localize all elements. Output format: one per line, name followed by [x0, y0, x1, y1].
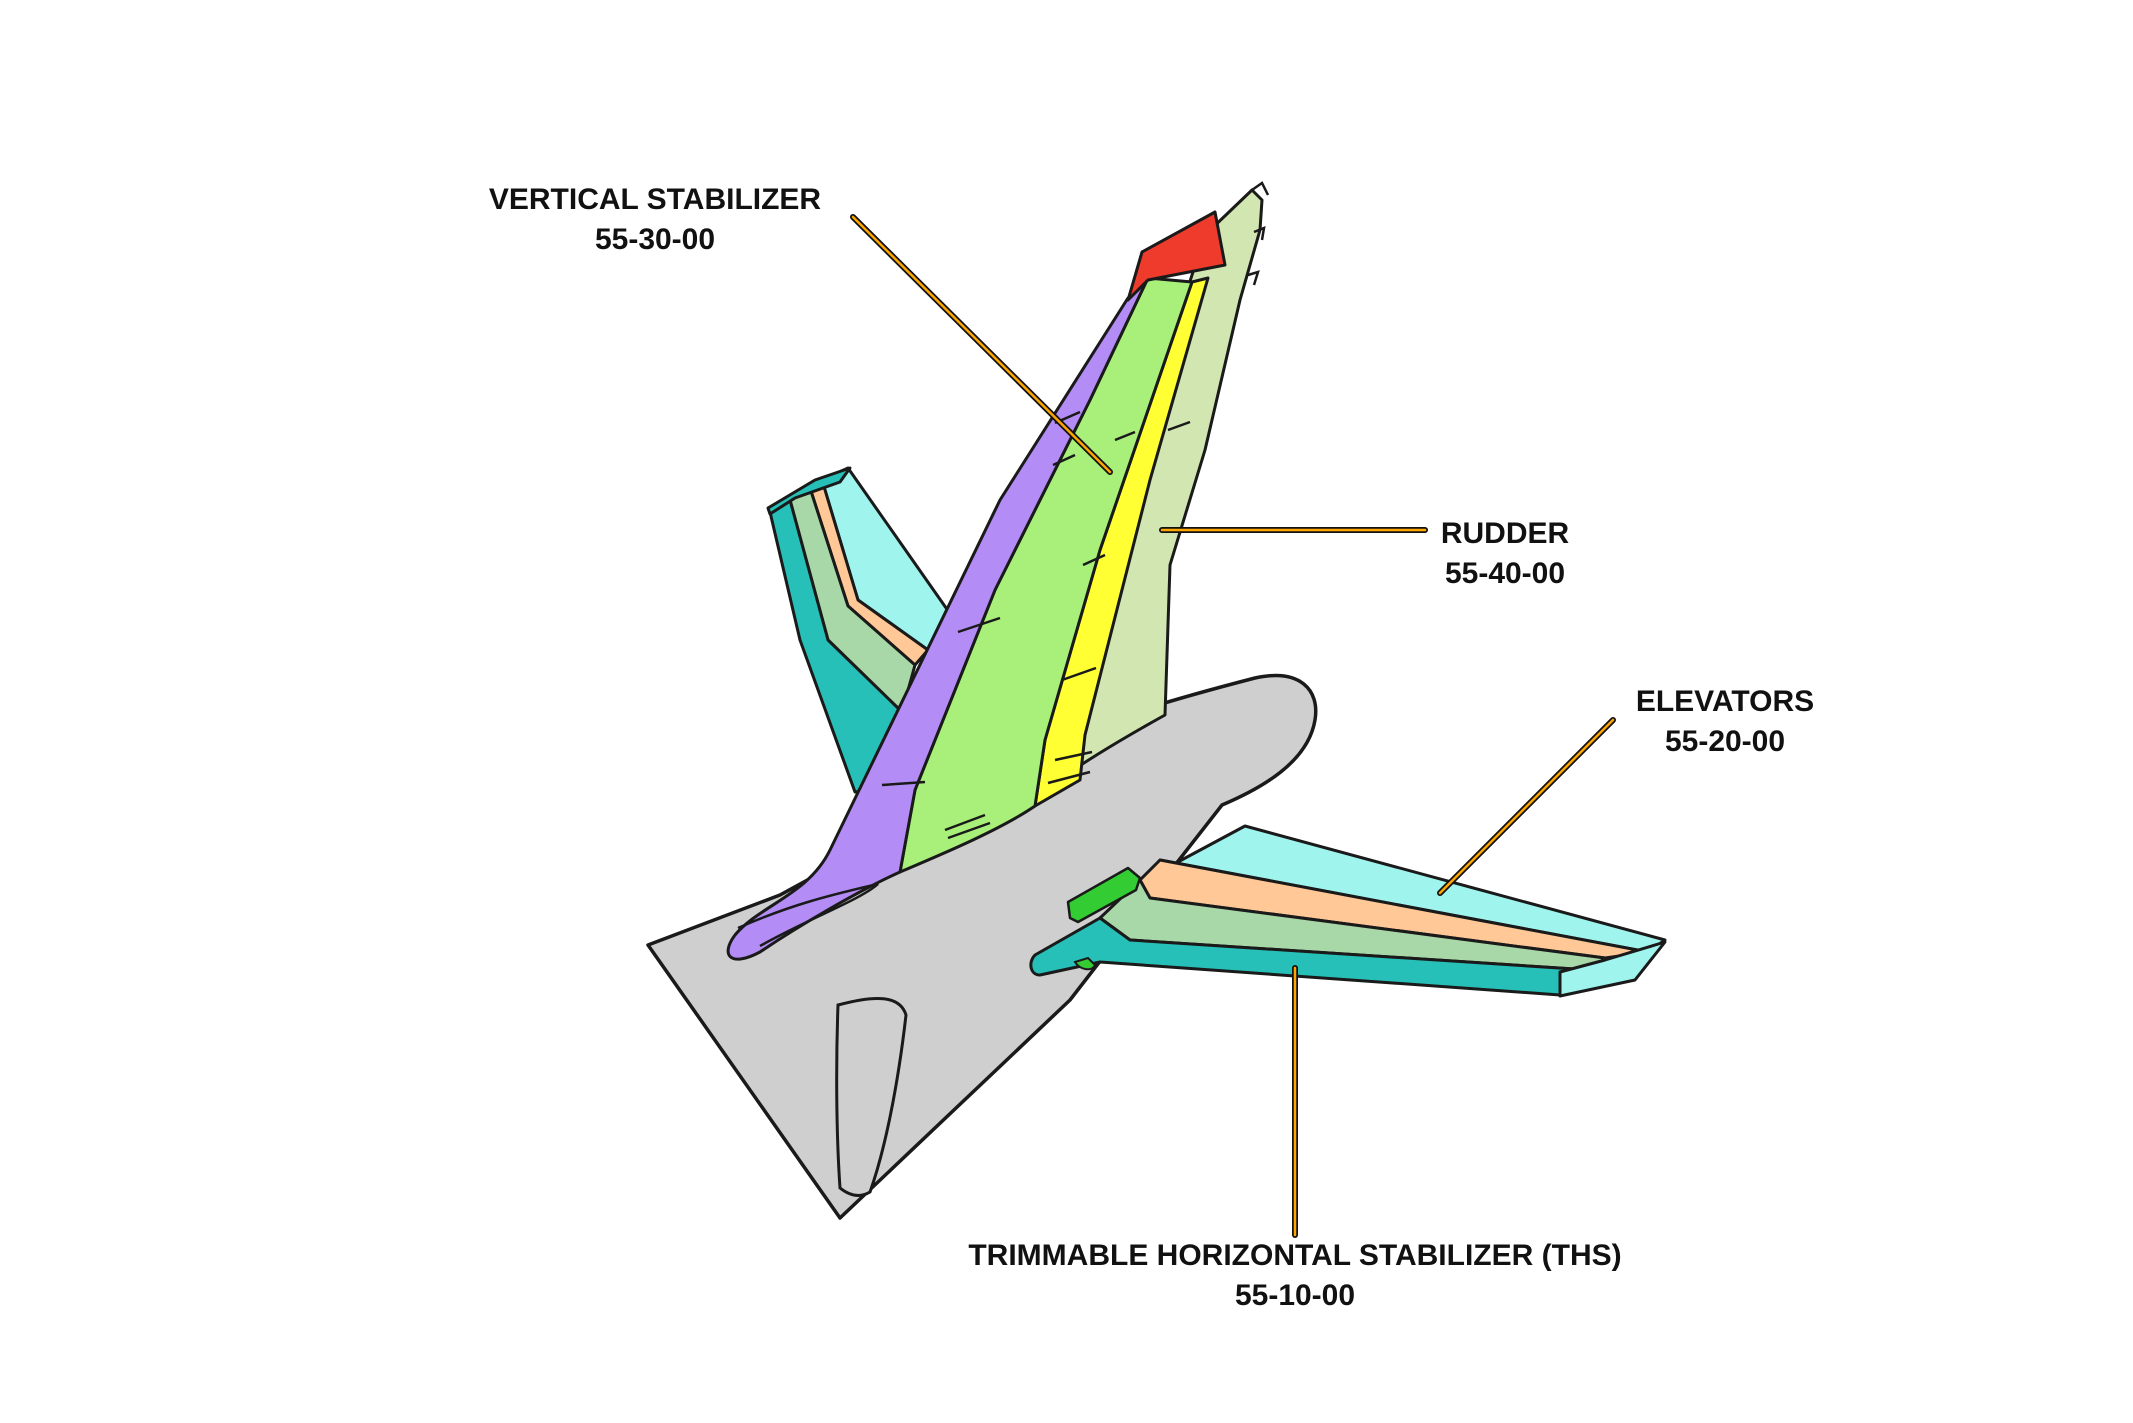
ths-actuator-fairing [1066, 866, 1142, 924]
left-horizontal-stabilizer [766, 466, 960, 794]
callout-vertical-stabilizer-name: VERTICAL STABILIZER [488, 183, 822, 216]
rudder-trailing-edge-tabs [1247, 181, 1270, 286]
fuselage-door-panel [835, 996, 908, 1197]
leader-line-vertical-stabilizer [851, 215, 1112, 474]
callout-vertical-stabilizer: VERTICAL STABILIZER 55-30-00 [440, 180, 870, 260]
callout-elevators-code: 55-20-00 [1664, 725, 1786, 758]
callout-ths-code: 55-10-00 [1234, 1279, 1356, 1312]
vertical-stabilizer-root-fillet [737, 882, 879, 948]
leader-lines [850, 214, 1616, 1238]
leader-line-elevators [1438, 718, 1615, 895]
callout-rudder: RUDDER 55-40-00 [1380, 514, 1630, 594]
vertical-stabilizer [726, 181, 1270, 961]
left-ths-tip [766, 466, 852, 516]
vertical-stabilizer-tip [1126, 210, 1227, 302]
ths-root-fairing [1073, 956, 1097, 971]
callout-rudder-name: RUDDER [1440, 517, 1570, 550]
right-horizontal-stabilizer [1029, 824, 1667, 998]
callout-elevators-name: ELEVATORS [1635, 685, 1815, 718]
right-ths-tip [1558, 940, 1667, 998]
callout-ths: TRIMMABLE HORIZONTAL STABILIZER (THS) 55… [895, 1236, 1695, 1316]
callout-elevators: ELEVATORS 55-20-00 [1600, 682, 1850, 762]
callout-vertical-stabilizer-code: 55-30-00 [594, 223, 716, 256]
vertical-stabilizer-leading-edge [726, 276, 1150, 961]
callout-rudder-code: 55-40-00 [1444, 557, 1566, 590]
right-ths-leading-edge [1029, 916, 1592, 997]
callout-ths-name: TRIMMABLE HORIZONTAL STABILIZER (THS) [968, 1239, 1622, 1272]
vertical-stabilizer-rib-lines [881, 410, 1191, 840]
